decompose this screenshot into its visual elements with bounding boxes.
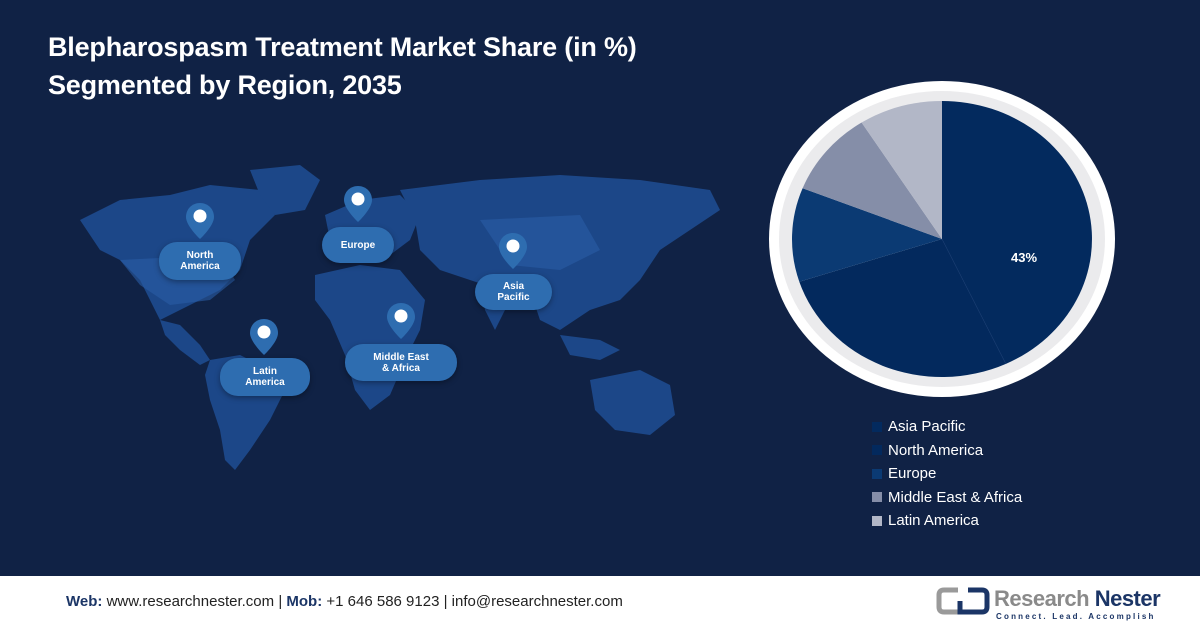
title-line-2: Segmented by Region, 2035: [48, 70, 402, 100]
map-label-latin-america: Latin America: [220, 358, 310, 396]
email-link[interactable]: info@researchnester.com: [451, 593, 623, 610]
map-label-asia-pacific: Asia Pacific: [475, 274, 552, 310]
contact-info: Web: www.researchnester.com | Mob: +1 64…: [66, 593, 623, 610]
chart-legend: Asia Pacific North America Europe Middle…: [872, 415, 1022, 533]
footer: Web: www.researchnester.com | Mob: +1 64…: [0, 576, 1200, 628]
pie-slice-latin-america: [861, 101, 942, 239]
pie-slice-north-america: [799, 239, 1006, 378]
legend-item: North America: [872, 439, 1022, 463]
logo-name: Research Nester: [994, 586, 1161, 611]
legend-swatch: [872, 492, 882, 503]
legend-swatch: [872, 445, 882, 456]
legend-item: Middle East & Africa: [872, 486, 1022, 510]
map-label-europe: Europe: [322, 227, 394, 263]
phone-number: +1 646 586 9123: [326, 593, 440, 610]
legend-item: Asia Pacific: [872, 415, 1022, 439]
location-pin-icon: [499, 233, 527, 269]
website-link[interactable]: www.researchnester.com: [106, 593, 275, 610]
research-nester-logo-icon: [936, 587, 990, 615]
location-pin-icon: [344, 186, 372, 222]
legend-swatch: [872, 421, 882, 432]
legend-swatch: [872, 515, 882, 526]
title-line-1: Blepharospasm Treatment Market Share (in…: [48, 32, 637, 62]
pie-chart: 43%: [769, 81, 1115, 397]
location-pin-icon: [186, 203, 214, 239]
legend-item: Europe: [872, 462, 1022, 486]
pie-slice-europe: [792, 188, 942, 282]
map-label-north-america: North America: [159, 242, 241, 280]
map-label-middle-east-africa: Middle East & Africa: [345, 344, 457, 381]
pie-data-label: 43%: [1011, 250, 1037, 265]
pie-slice-middle-east-africa: [802, 122, 942, 239]
chart-title: Blepharospasm Treatment Market Share (in…: [48, 28, 637, 104]
location-pin-icon: [250, 319, 278, 355]
location-pin-icon: [387, 303, 415, 339]
infographic-body: Blepharospasm Treatment Market Share (in…: [48, 28, 1115, 533]
legend-swatch: [872, 468, 882, 479]
logo-tagline: Connect. Lead. Accomplish: [996, 612, 1156, 621]
legend-item: Latin America: [872, 509, 1022, 533]
pie-slice-asia-pacific: [942, 101, 1092, 364]
